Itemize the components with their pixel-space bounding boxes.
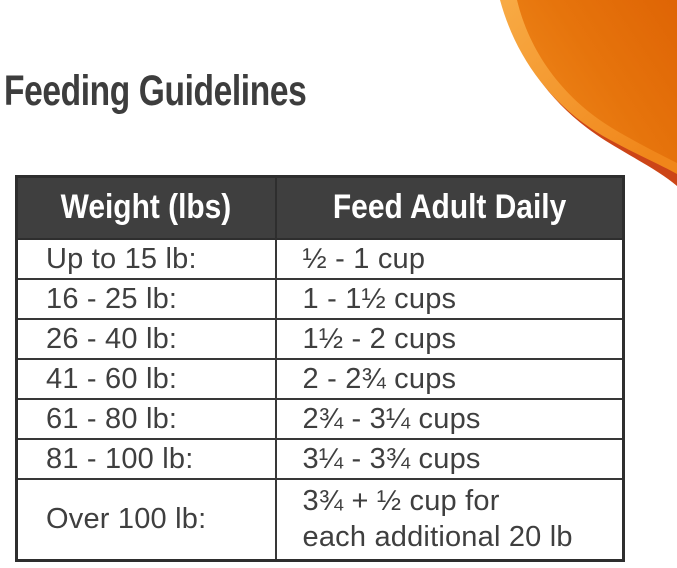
feeding-guidelines-table: Weight (lbs) Feed Adult Daily Up to 15 l… <box>15 175 625 562</box>
weight-cell: Up to 15 lb: <box>15 237 277 280</box>
column-header-weight: Weight (lbs) <box>15 175 277 240</box>
feed-cell: 3¼ - 3¾ cups <box>274 437 625 480</box>
column-header-feed: Feed Adult Daily <box>274 175 625 240</box>
column-header-feed-label: Feed Adult Daily <box>332 188 566 227</box>
table-row: 41 - 60 lb: 2 - 2¾ cups <box>15 357 625 400</box>
table-header: Weight (lbs) Feed Adult Daily <box>15 175 625 240</box>
page-title: Feeding Guidelines <box>4 67 307 115</box>
weight-cell: 61 - 80 lb: <box>15 397 277 440</box>
weight-cell: 81 - 100 lb: <box>15 437 277 480</box>
table-body: Up to 15 lb: ½ - 1 cup 16 - 25 lb: 1 - 1… <box>15 237 625 562</box>
header-row: Weight (lbs) Feed Adult Daily <box>15 175 625 240</box>
feed-cell: 3¾ + ½ cup for each additional 20 lb <box>274 477 625 562</box>
table-row: 61 - 80 lb: 2¾ - 3¼ cups <box>15 397 625 440</box>
weight-cell: 41 - 60 lb: <box>15 357 277 400</box>
table-row: 81 - 100 lb: 3¼ - 3¾ cups <box>15 437 625 480</box>
feed-cell: 1½ - 2 cups <box>274 317 625 360</box>
feed-cell: 2 - 2¾ cups <box>274 357 625 400</box>
table-row: 16 - 25 lb: 1 - 1½ cups <box>15 277 625 320</box>
table-row: Up to 15 lb: ½ - 1 cup <box>15 237 625 280</box>
table-row: Over 100 lb: 3¾ + ½ cup for each additio… <box>15 477 625 562</box>
weight-cell: Over 100 lb: <box>15 477 277 562</box>
orange-swoosh-decoration <box>500 0 677 186</box>
feed-cell: 1 - 1½ cups <box>274 277 625 320</box>
swoosh-body <box>517 0 677 163</box>
feed-cell: 2¾ - 3¼ cups <box>274 397 625 440</box>
weight-cell: 26 - 40 lb: <box>15 317 277 360</box>
feed-cell: ½ - 1 cup <box>274 237 625 280</box>
weight-cell: 16 - 25 lb: <box>15 277 277 320</box>
column-header-weight-label: Weight (lbs) <box>60 188 232 227</box>
table-row: 26 - 40 lb: 1½ - 2 cups <box>15 317 625 360</box>
